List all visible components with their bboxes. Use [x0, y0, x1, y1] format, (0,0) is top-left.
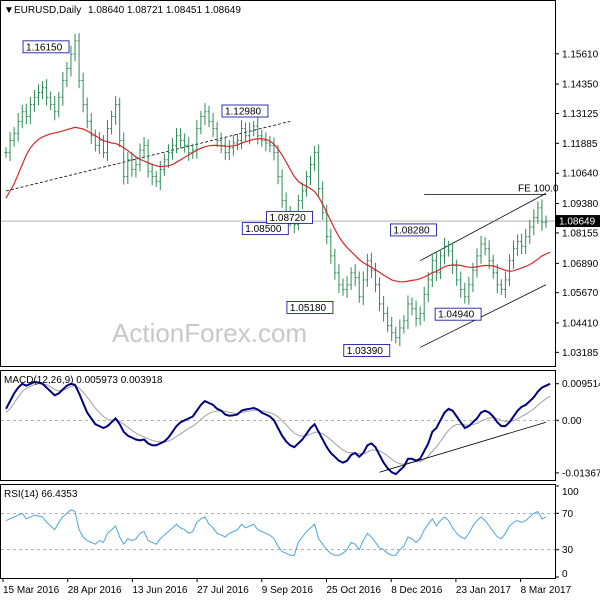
date-tick-label: 15 Mar 2016 [3, 585, 60, 596]
price-tick-label: 1.09380 [562, 199, 599, 210]
price-label-box [434, 307, 482, 321]
price-label-text: 1.03390 [347, 346, 384, 357]
price-tick-label: 1.14350 [562, 80, 599, 91]
price-axis: 1.15610 1.14350 1.13125 1.11885 1.10640 1.093… [555, 49, 599, 359]
macd-tick-label: -0.013671 [562, 468, 600, 479]
price-tick-label: 1.10640 [562, 169, 599, 180]
date-tick-label: 8 Mar 2017 [521, 585, 572, 596]
price-tick-label: 1.15610 [562, 49, 599, 60]
rsi-line [5, 509, 547, 556]
price-label-box [390, 223, 437, 237]
date-tick-label: 25 Oct 2016 [327, 585, 382, 596]
price-label-text: 1.04940 [438, 310, 475, 321]
header-triangle-icon: ▼ [4, 5, 14, 16]
rsi-axis: 100 70 30 0 [1, 485, 579, 580]
price-label-text: 1.16150 [26, 42, 63, 53]
rsi-tick-label: 100 [562, 487, 579, 498]
rsi-tick-label: 0 [562, 569, 568, 580]
rsi-series [5, 509, 547, 556]
price-label-box [22, 40, 70, 54]
macd-panel [0, 370, 556, 481]
price-label-text: 1.12980 [225, 107, 262, 118]
price-tick-label: 1.08155 [562, 228, 599, 239]
chart-symbol: EURUSD,Daily [14, 5, 81, 16]
macd-tick-label: 0.009514 [562, 379, 600, 390]
price-label-text: 1.08500 [245, 224, 282, 235]
macd-main-series [5, 380, 551, 476]
price-label-text: 1.08280 [393, 225, 430, 236]
macd-title: MACD(12,26,9) 0.005973 0.003918 [4, 375, 163, 386]
date-tick-label: 13 Jun 2016 [132, 585, 187, 596]
date-tick-label: 9 Sep 2016 [262, 585, 314, 596]
rsi-tick-label: 70 [562, 509, 574, 520]
trendline-channel-bottom [419, 284, 547, 348]
date-tick-label: 27 Jul 2016 [197, 585, 249, 596]
price-label-text: 1.08720 [270, 213, 307, 224]
date-axis: 15 Mar 2016 28 Apr 2016 13 Jun 2016 27 Jul … [2, 578, 572, 596]
price-tick-label: 1.03185 [562, 348, 599, 359]
date-tick-label: 8 Dec 2016 [391, 585, 443, 596]
price-label-box [286, 301, 334, 314]
ema-line [5, 126, 551, 283]
date-tick-label: 23 Jan 2017 [456, 585, 511, 596]
price-tick-label: 1.11885 [562, 139, 598, 150]
rsi-tick-label: 30 [562, 545, 574, 556]
price-label-box [266, 210, 313, 224]
price-label-box [241, 222, 289, 236]
price-tick-label: 1.13125 [562, 109, 599, 120]
price-label-box [221, 104, 269, 118]
price-tick-label: 1.05670 [562, 288, 599, 299]
last-value-text: 1.08649 [559, 217, 596, 228]
macd-trendline [379, 421, 547, 473]
trendline-channel-top [419, 193, 547, 262]
ema-series [5, 126, 551, 283]
macd-signal-series [5, 383, 551, 465]
price-label-box [343, 344, 391, 357]
watermark: ActionForex.com [112, 318, 307, 348]
macd-tick-label: 0.00 [562, 416, 582, 427]
macd-lines [5, 380, 551, 476]
rsi-panel [0, 484, 556, 579]
price-bars [4, 33, 548, 347]
date-tick-label: 28 Apr 2016 [68, 585, 122, 596]
chart-ohlc: 1.08640 1.08721 1.08451 1.08649 [88, 5, 241, 16]
fe-level-label: FE 100.0 [518, 184, 559, 195]
price-label-text: 1.05180 [290, 303, 327, 314]
price-tick-label: 1.04410 [562, 318, 599, 329]
last-value-tag [556, 215, 600, 228]
price-tick-label: 1.06890 [562, 259, 599, 270]
rsi-title: RSI(14) 66.4353 [4, 489, 78, 500]
